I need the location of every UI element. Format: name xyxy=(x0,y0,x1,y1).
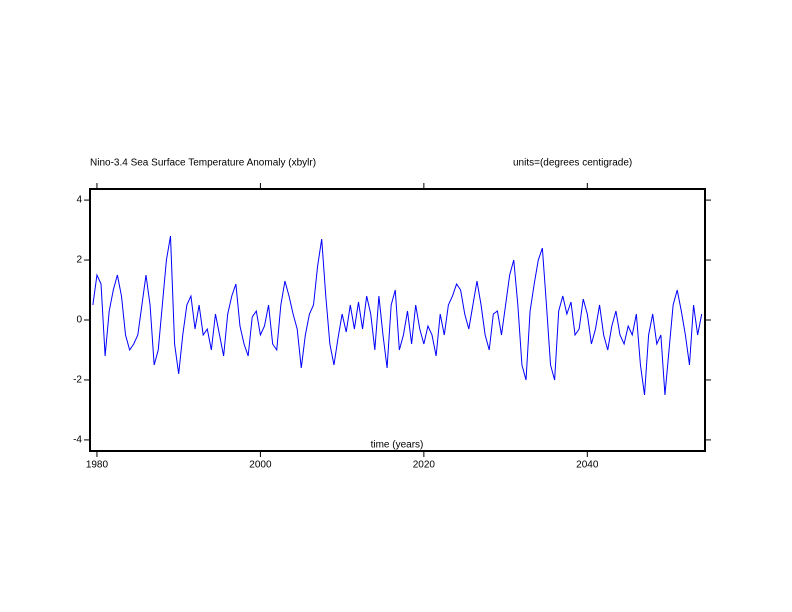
x-tick-label: 1980 xyxy=(86,460,109,471)
chart-subtitle: units=(degrees centigrade) xyxy=(513,158,632,169)
y-tick-label: 4 xyxy=(76,195,82,206)
x-tick-label: 2040 xyxy=(576,460,599,471)
y-tick-label: 2 xyxy=(76,255,82,266)
chart-title: Nino-3.4 Sea Surface Temperature Anomaly… xyxy=(90,158,316,169)
y-tick-label: -4 xyxy=(73,435,82,446)
y-tick-label: 0 xyxy=(76,315,82,326)
x-tick-label: 2000 xyxy=(249,460,272,471)
x-tick-label: 2020 xyxy=(413,460,436,471)
data-line xyxy=(92,235,703,396)
x-axis-label: time (years) xyxy=(371,440,424,451)
y-tick-label: -2 xyxy=(73,375,82,386)
